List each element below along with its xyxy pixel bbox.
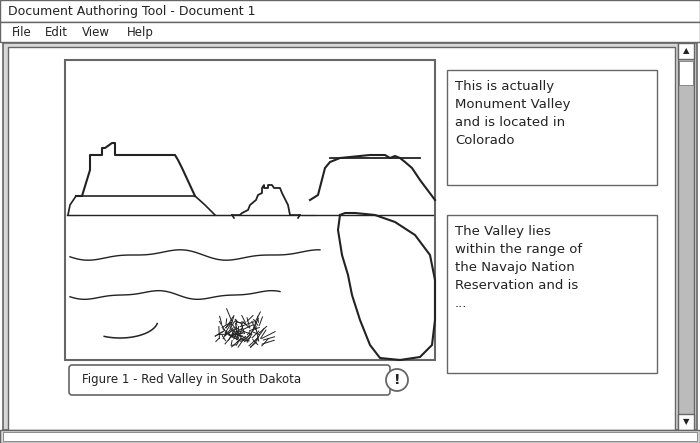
Bar <box>679 61 693 85</box>
Text: Edit: Edit <box>45 26 68 39</box>
Bar <box>678 43 694 59</box>
Bar <box>8 47 675 430</box>
Text: The Valley lies
within the range of
the Navajo Nation
Reservation and is
...: The Valley lies within the range of the … <box>455 225 582 310</box>
Bar <box>3 432 697 441</box>
Text: Help: Help <box>127 26 154 39</box>
Bar <box>678 414 694 430</box>
FancyBboxPatch shape <box>69 365 390 395</box>
Text: !: ! <box>393 373 400 387</box>
Text: File: File <box>12 26 32 39</box>
Text: This is actually
Monument Valley
and is located in
Colorado: This is actually Monument Valley and is … <box>455 80 570 147</box>
Bar <box>3 43 697 430</box>
Bar <box>0 430 700 443</box>
Bar <box>0 22 700 42</box>
Bar <box>678 43 694 430</box>
Text: Figure 1 - Red Valley in South Dakota: Figure 1 - Red Valley in South Dakota <box>82 373 301 386</box>
Text: View: View <box>82 26 110 39</box>
Bar <box>447 215 657 373</box>
Bar <box>0 0 700 22</box>
Text: ▼: ▼ <box>682 417 690 427</box>
Text: Document Authoring Tool - Document 1: Document Authoring Tool - Document 1 <box>8 4 255 18</box>
Bar <box>65 60 435 360</box>
Text: ▲: ▲ <box>682 47 690 55</box>
Circle shape <box>386 369 408 391</box>
Bar <box>447 70 657 185</box>
